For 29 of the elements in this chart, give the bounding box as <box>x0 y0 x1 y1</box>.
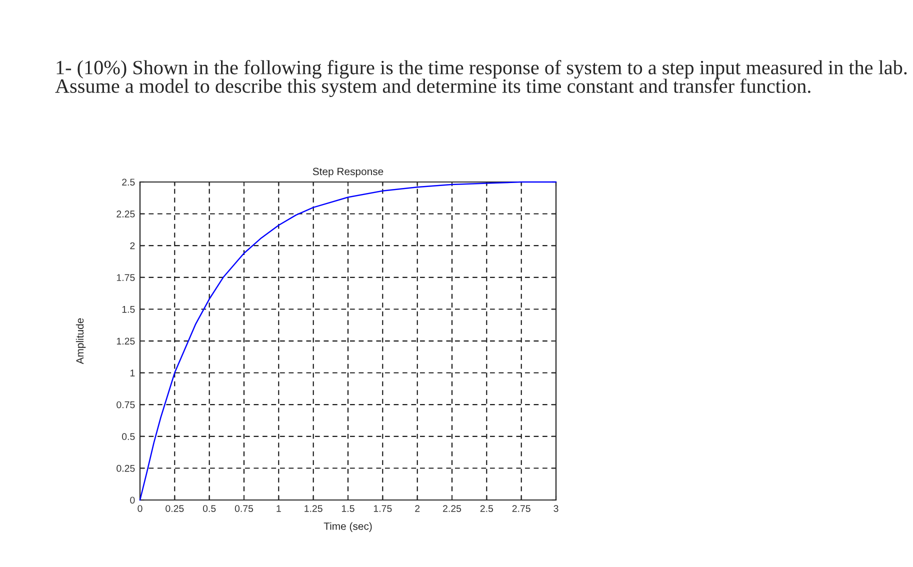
y-tick-label: 0.25 <box>116 464 135 472</box>
x-tick-label: 1.75 <box>374 505 392 512</box>
y-tick-label: 0 <box>130 496 135 504</box>
y-axis-title: Amplitude <box>76 318 86 364</box>
x-tick-label: 0.75 <box>234 505 254 512</box>
line-series <box>139 181 557 501</box>
y-tick-label: 2.5 <box>122 178 135 186</box>
x-tick-label: 1.25 <box>304 505 322 512</box>
chart-title: Step Response <box>312 168 384 178</box>
y-tick-label: 0.5 <box>122 433 135 440</box>
x-tick-label: 0.5 <box>202 505 216 512</box>
x-tick-label: 2 <box>415 505 420 512</box>
x-tick-label: 2.75 <box>512 505 530 512</box>
x-tick-label: 3 <box>554 505 558 512</box>
x-tick-label: 2.5 <box>480 505 494 512</box>
x-axis-title: Time (sec) <box>324 522 372 532</box>
x-tick-label: 2.25 <box>443 505 462 512</box>
y-tick-label: 1.25 <box>116 338 135 345</box>
x-tick-label: 0 <box>138 505 142 512</box>
text: 1- (10%) Shown in the following figure is the time response of system to a step input measured in the lab. Assume a model to describe this system and determine its time constant and transfer function. <box>55 60 907 98</box>
y-tick-label: 1 <box>130 370 135 376</box>
x-tick-label: 0.25 <box>166 505 184 512</box>
y-tick-label: 2 <box>130 242 135 250</box>
y-tick-label: 1.75 <box>116 274 135 282</box>
x-tick-label: 1 <box>276 505 281 512</box>
y-tick-label: 1.5 <box>122 306 135 313</box>
y-tick-label: 0.75 <box>116 401 135 408</box>
y-tick-label: 2.25 <box>116 210 135 218</box>
x-tick-label: 1.5 <box>342 505 354 512</box>
